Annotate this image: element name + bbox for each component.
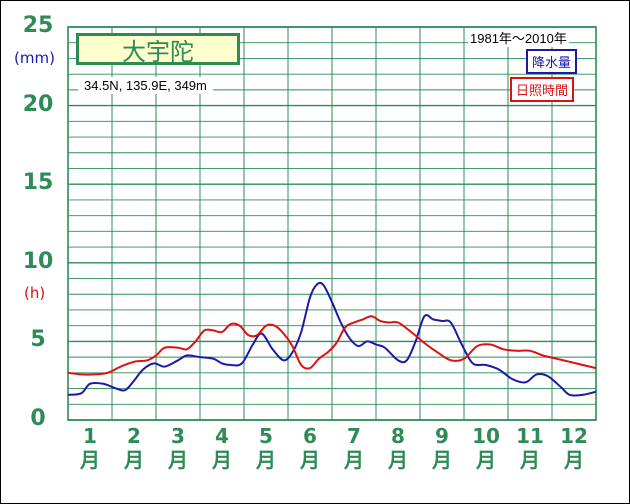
- month-unit: 月: [432, 448, 452, 472]
- month-unit: 月: [476, 448, 496, 472]
- y-tick-label: 5: [30, 327, 46, 353]
- month-number: 6: [303, 424, 317, 448]
- month-number: 2: [127, 424, 141, 448]
- month-unit: 月: [388, 448, 408, 472]
- series-precipitation-line: [67, 281, 597, 397]
- month-number: 10: [472, 424, 500, 448]
- station-title-box: 大宇陀: [76, 33, 240, 66]
- month-unit: 月: [564, 448, 584, 472]
- y-tick-label: 0: [30, 406, 46, 431]
- y-axis-label-left: (mm): [14, 49, 55, 67]
- month-number: 12: [560, 424, 588, 448]
- month-number: 5: [259, 424, 273, 448]
- y-tick-label: 10: [22, 248, 54, 274]
- legend-sunshine: 日照時間: [510, 77, 575, 102]
- y-axis-label-right: (h): [24, 284, 46, 302]
- month-number: 11: [516, 424, 544, 448]
- month-number: 1: [83, 424, 97, 448]
- x-tick-label: 11 月: [510, 424, 550, 472]
- month-unit: 月: [168, 448, 188, 472]
- station-location: 34.5N, 135.9E, 349m: [78, 77, 213, 94]
- month-number: 4: [215, 424, 229, 448]
- month-number: 7: [347, 424, 361, 448]
- x-tick-label: 10 月: [466, 424, 506, 472]
- plot-border: [67, 26, 597, 421]
- y-tick-label: 15: [22, 170, 54, 196]
- month-unit: 月: [256, 448, 276, 472]
- legend-precipitation: 降水量: [526, 49, 578, 74]
- month-number: 3: [171, 424, 185, 448]
- y-tick-label: 20: [22, 91, 54, 117]
- month-number: 8: [391, 424, 405, 448]
- station-name: 大宇陀: [122, 37, 194, 66]
- data-period: 1981年〜2010年: [468, 28, 569, 47]
- month-unit: 月: [80, 448, 100, 472]
- month-unit: 月: [344, 448, 364, 472]
- month-unit: 月: [520, 448, 540, 472]
- month-unit: 月: [124, 448, 144, 472]
- x-tick-label: 12 月: [554, 424, 594, 472]
- y-tick-label: 25: [22, 13, 54, 38]
- month-unit: 月: [300, 448, 320, 472]
- series-sunshine-line: [67, 315, 597, 376]
- month-number: 9: [435, 424, 449, 448]
- month-unit: 月: [212, 448, 232, 472]
